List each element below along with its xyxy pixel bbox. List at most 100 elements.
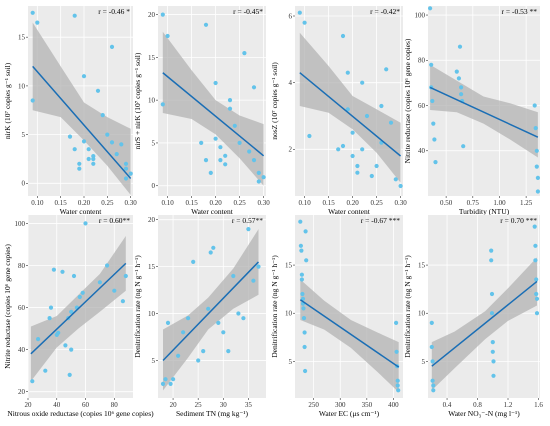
y-tick-label: 20	[148, 11, 156, 19]
y-tick-label: 40	[18, 346, 26, 354]
data-point	[246, 227, 251, 232]
data-point	[69, 347, 74, 352]
data-point	[369, 173, 374, 179]
data-point	[77, 161, 82, 166]
data-point	[299, 272, 304, 277]
y-axis-label: nosZ (10⁷ copies g⁻¹ soil)	[270, 62, 279, 140]
data-point	[394, 349, 399, 354]
data-point	[345, 107, 350, 112]
x-tick-label: 20	[25, 401, 33, 409]
y-tick-label: 10	[18, 82, 26, 90]
y-tick-label: 6	[289, 12, 293, 20]
correlation-annotation: r = -0.42*	[370, 7, 400, 16]
data-point	[459, 92, 464, 97]
data-point	[307, 133, 312, 139]
y-tick-label: 10	[418, 310, 426, 318]
x-axis-label: Water content	[328, 207, 371, 216]
x-tick-label: 300	[335, 401, 346, 409]
y-tick-label: 2	[289, 146, 293, 154]
regression-line	[429, 86, 539, 138]
data-point	[97, 280, 102, 285]
data-point	[364, 113, 370, 119]
data-point	[72, 13, 77, 18]
data-point	[534, 291, 539, 297]
data-point	[430, 378, 435, 383]
x-axis-label: Sediment TN (mg kg⁻¹)	[176, 409, 249, 418]
data-point	[163, 377, 168, 382]
data-point	[461, 144, 466, 149]
data-point	[534, 277, 539, 282]
data-point	[30, 10, 35, 15]
data-point	[379, 103, 384, 109]
data-point	[242, 51, 247, 56]
data-point	[227, 106, 233, 111]
x-tick-label: 0.15	[322, 199, 335, 207]
data-point	[191, 259, 196, 264]
y-axis-label: nirS + nirK (10⁷ copies g⁻¹ soil)	[133, 52, 142, 149]
y-tick-label: 5	[152, 357, 156, 365]
x-tick-label: 0.30	[257, 199, 270, 207]
data-point	[340, 143, 346, 149]
data-point	[532, 103, 537, 108]
data-point	[394, 320, 399, 325]
scatter-panel-1: 0.10 0.15 0.20 0.25 0.30 0 5 10 15 r = -0.46 * Wat…	[3, 6, 137, 216]
data-point	[36, 337, 41, 342]
data-point	[114, 152, 119, 157]
data-point	[206, 306, 211, 311]
data-point	[533, 126, 538, 131]
data-point	[251, 158, 257, 163]
data-point	[165, 320, 171, 325]
x-tick-label: 0.20	[346, 199, 359, 207]
data-point	[256, 264, 261, 269]
data-point	[77, 294, 82, 300]
data-point	[196, 358, 201, 363]
regression-line	[431, 280, 538, 367]
data-point	[165, 33, 170, 39]
data-point	[232, 123, 237, 128]
data-point	[388, 120, 394, 125]
data-point	[251, 85, 257, 90]
data-point	[80, 290, 85, 295]
x-tick-label: 80	[111, 401, 119, 409]
data-point	[120, 299, 125, 304]
data-point	[119, 142, 124, 147]
data-point	[433, 160, 438, 165]
y-tick-label: 80	[418, 57, 426, 65]
y-tick-label: 0	[152, 182, 156, 190]
data-point	[459, 85, 464, 90]
y-axis-label: Denitrification rate (ng N g⁻¹ h⁻¹)	[403, 255, 412, 358]
data-point	[384, 67, 389, 72]
data-point	[395, 378, 400, 383]
x-tick-label: 0.30	[125, 199, 138, 207]
data-point	[208, 250, 213, 255]
y-tick-label: 5	[152, 139, 156, 147]
data-point	[216, 320, 221, 325]
data-point	[81, 74, 87, 79]
correlation-annotation: r = -0.53 **	[502, 7, 538, 16]
scatter-panel-2: 0.10 0.15 0.20 0.25 0.30 0 5 10 15 20 r = -0.45* Wa…	[133, 6, 270, 216]
data-point	[304, 258, 309, 263]
data-point	[218, 145, 223, 150]
data-point	[301, 306, 306, 311]
data-point	[181, 330, 186, 335]
regression-line	[299, 72, 402, 157]
x-tick-label: 0.25	[233, 199, 246, 207]
data-point	[67, 372, 72, 377]
data-point	[489, 311, 495, 316]
confidence-band	[163, 229, 259, 391]
x-tick-label: 350	[362, 401, 373, 409]
data-point	[490, 349, 495, 354]
data-point	[221, 330, 226, 335]
data-point	[251, 278, 256, 283]
y-tick-label: 10	[148, 310, 156, 318]
x-tick-label: 0.4	[443, 401, 452, 409]
y-tick-label: 4	[289, 79, 293, 87]
data-point	[123, 273, 128, 279]
y-tick-label: 20	[18, 388, 26, 396]
data-point	[56, 330, 61, 335]
data-point	[237, 140, 242, 145]
data-point	[360, 80, 365, 85]
data-point	[213, 136, 218, 141]
data-point	[105, 132, 110, 137]
